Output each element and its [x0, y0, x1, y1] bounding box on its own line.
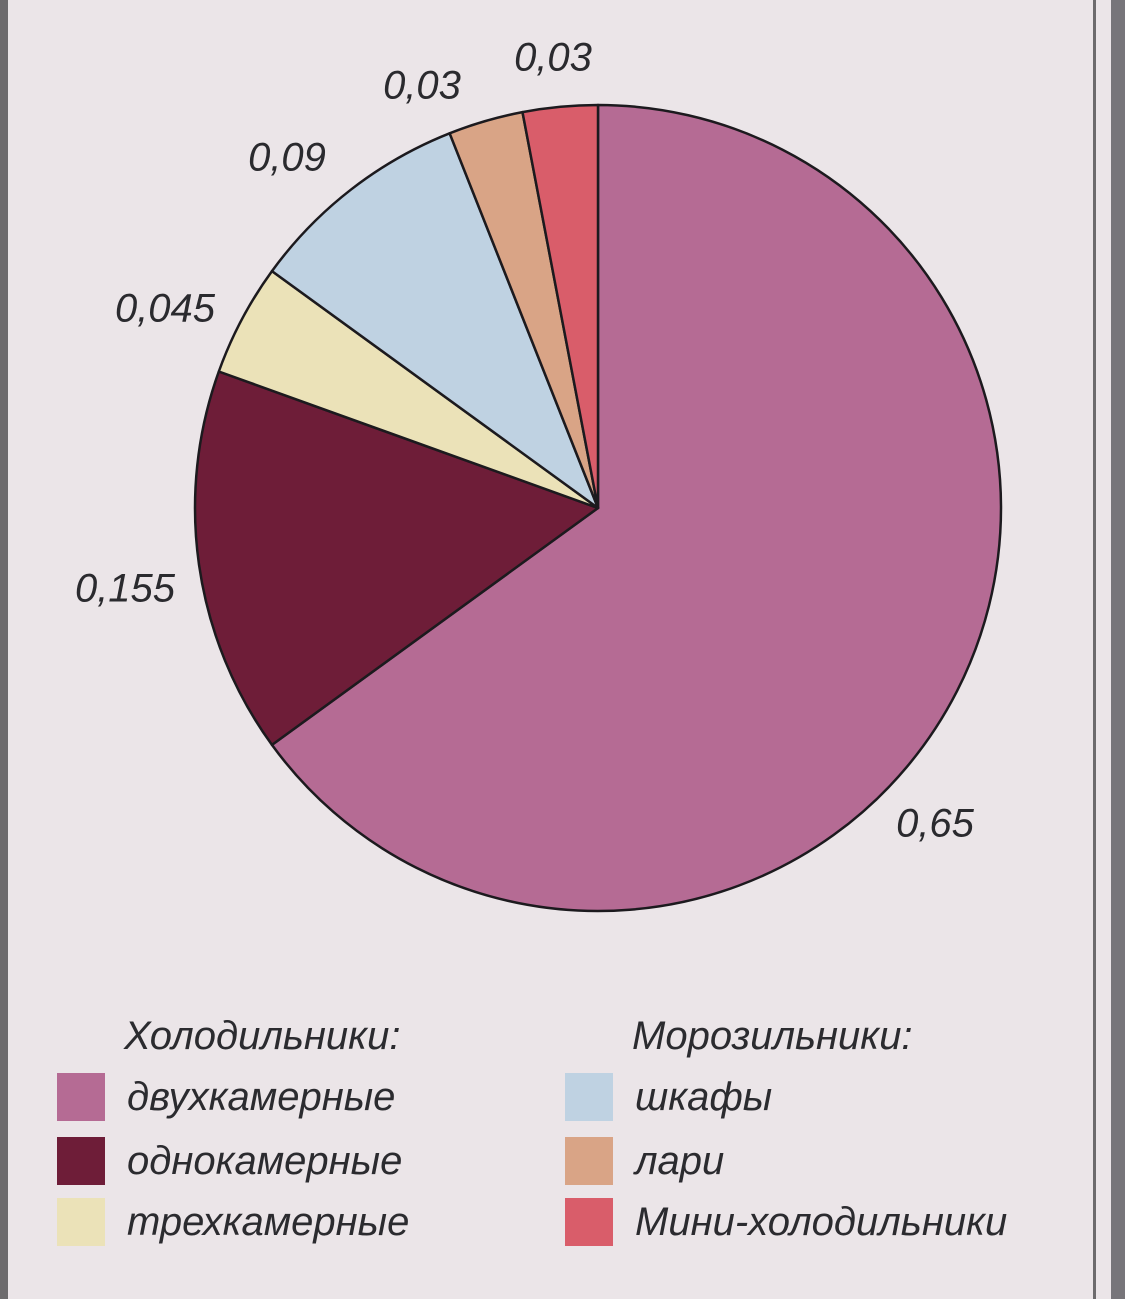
frame-left-border: [0, 0, 8, 1299]
legend-item-three-chamber: трехкамерные: [57, 1198, 409, 1246]
pie-data-label: 0,155: [75, 567, 176, 611]
legend-group-refrigerators-title: Холодильники:: [124, 1014, 401, 1058]
legend-item-mini-fridges: Мини-холодильники: [565, 1198, 1007, 1246]
legend-label: однокамерные: [127, 1138, 403, 1183]
pie-data-label: 0,045: [115, 287, 216, 331]
legend-swatch: [57, 1198, 105, 1246]
legend-swatch: [57, 1137, 105, 1185]
legend-label: лари: [635, 1138, 725, 1183]
legend-item-chests: лари: [565, 1137, 724, 1185]
pie-data-label: 0,65: [896, 802, 975, 846]
legend-item-cabinets: шкафы: [565, 1073, 772, 1121]
pie-slices: [193, 103, 1003, 913]
legend-swatch: [565, 1073, 613, 1121]
legend-swatch: [565, 1137, 613, 1185]
pie-slice: [521, 103, 600, 510]
legend-item-two-chamber: двухкамерные: [57, 1073, 395, 1121]
legend-label: трехкамерные: [127, 1199, 410, 1244]
legend-swatch: [57, 1073, 105, 1121]
frame-right-border: [1093, 0, 1125, 1299]
legend-swatch: [565, 1198, 613, 1246]
pie-slice: [270, 132, 600, 510]
pie-slice: [193, 370, 600, 747]
legend-label: Мини-холодильники: [635, 1199, 1008, 1244]
legend-group-freezers-title: Морозильники:: [632, 1014, 913, 1058]
pie-slice: [270, 103, 1003, 913]
pie-data-label: 0,09: [248, 136, 326, 180]
pie-data-label: 0,03: [514, 36, 592, 80]
legend-label: двухкамерные: [127, 1074, 396, 1119]
legend-label: шкафы: [635, 1074, 773, 1119]
pie-data-labels: 0,65 0,155 0,045 0,09 0,03 0,03: [75, 36, 975, 846]
legend-item-one-chamber: однокамерные: [57, 1137, 402, 1185]
pie-data-label: 0,03: [383, 64, 461, 108]
